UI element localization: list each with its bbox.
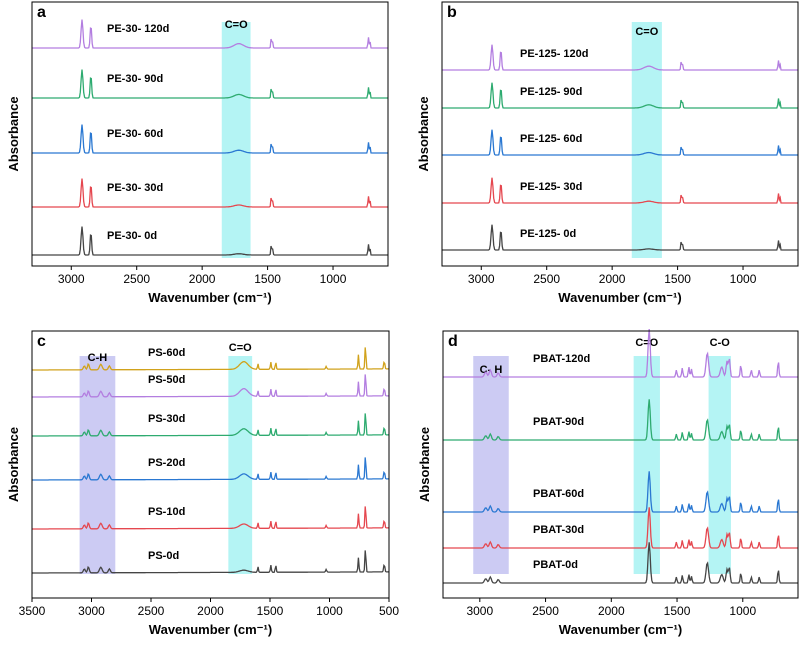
x-tick-label: 1000	[320, 272, 347, 286]
spectrum-b-4	[442, 44, 798, 71]
x-axis-label: Wavenumber (cm⁻¹)	[559, 622, 682, 637]
series-label: PE-125- 30d	[520, 181, 582, 193]
x-tick-label: 3000	[466, 604, 493, 618]
spectrum-d-3	[443, 399, 798, 441]
x-tick-label: 1000	[730, 272, 757, 286]
series-label: PE-30- 30d	[107, 182, 163, 194]
series-label: PBAT-30d	[533, 524, 584, 536]
panel-d: C- HC=O C-OPBAT-0dPBAT-30dPBAT-60dPBAT-90…	[417, 329, 799, 637]
x-tick-label: 3500	[19, 604, 46, 618]
spectrum-d-1	[443, 507, 798, 549]
spectrum-d-2	[443, 471, 798, 513]
band-label: C-H	[88, 352, 108, 364]
spectrum-c-1	[32, 506, 389, 530]
spectrum-a-4	[32, 19, 388, 49]
series-label: PBAT-90d	[533, 416, 584, 428]
series-label: PBAT-120d	[533, 353, 590, 365]
x-tick-label: 1000	[316, 604, 343, 618]
panel-letter: b	[447, 4, 457, 21]
x-tick-label: 2000	[197, 604, 224, 618]
spectrum-a-2	[32, 124, 388, 154]
y-axis-label: Absorbance	[6, 96, 21, 171]
panel-b: C=O PE-125- 0d PE-125- 30d PE-125- 60d PE-12…	[416, 1, 799, 305]
band-label: C=O	[635, 26, 658, 38]
x-tick-label: 2500	[138, 604, 165, 618]
series-label: PS-0d	[148, 550, 179, 562]
series-label: PS-50d	[148, 374, 185, 386]
series-label: PE-125- 120d	[520, 48, 588, 60]
spectrum-a-1	[32, 178, 388, 208]
spectrum-b-0	[442, 224, 798, 251]
x-tick-label: 2500	[123, 272, 150, 286]
series-label: PE-30- 0d	[107, 230, 157, 242]
series-label: PE-125- 90d	[520, 86, 582, 98]
panel-c: C-H C=O PS-0d PS-10d PS-20d PS-30d PS-50d PS-60…	[6, 330, 399, 637]
spectrum-b-2	[442, 129, 798, 156]
spectrum-b-3	[442, 82, 798, 109]
x-tick-label: 500	[379, 604, 399, 618]
band-0	[473, 356, 509, 574]
x-tick-label: 1500	[664, 604, 691, 618]
spectrum-c-5	[32, 347, 389, 371]
band-label: C=O	[635, 337, 658, 349]
spectrum-c-2	[32, 457, 389, 481]
spectrum-c-4	[32, 374, 389, 398]
series-label: PE-125- 0d	[520, 228, 576, 240]
spectrum-b-1	[442, 177, 798, 204]
band-label: C=O	[225, 19, 248, 31]
series-label: PE-30- 120d	[107, 23, 169, 35]
spectrum-d-4	[443, 329, 798, 378]
series-label: PS-20d	[148, 457, 185, 469]
series-label: PBAT-0d	[533, 559, 578, 571]
series-label: PS-30d	[148, 413, 185, 425]
x-axis-label: Wavenumber (cm⁻¹)	[149, 622, 272, 637]
band-label: C-O	[710, 337, 731, 349]
band-2	[708, 356, 731, 574]
panel-a: C=O PE-30- 0d PE-30- 30d PE-30- 60d PE-30- 9…	[6, 1, 389, 305]
band-0	[631, 22, 662, 258]
spectrum-d-0	[443, 542, 798, 584]
x-tick-label: 1500	[257, 604, 284, 618]
band-0	[221, 22, 251, 258]
panel-letter: a	[37, 4, 46, 21]
x-tick-label: 2500	[533, 272, 560, 286]
x-tick-label: 3000	[468, 272, 495, 286]
y-axis-label: Absorbance	[416, 96, 431, 171]
band-label: C=O	[229, 342, 252, 354]
x-axis-label: Wavenumber (cm⁻¹)	[148, 290, 271, 305]
x-tick-label: 2500	[532, 604, 559, 618]
x-tick-label: 2000	[599, 272, 626, 286]
plot-frame	[31, 1, 389, 267]
x-tick-label: 1000	[729, 604, 756, 618]
band-0	[79, 356, 116, 574]
spectrum-c-3	[32, 413, 389, 437]
series-label: PBAT-60d	[533, 488, 584, 500]
series-label: PS-60d	[148, 347, 185, 359]
x-tick-label: 1500	[254, 272, 281, 286]
series-label: PE-30- 90d	[107, 73, 163, 85]
y-axis-label: Absorbance	[417, 427, 432, 502]
x-tick-label: 2000	[189, 272, 216, 286]
plot-frame	[442, 330, 799, 599]
spectrum-c-0	[32, 550, 389, 574]
x-axis-label: Wavenumber (cm⁻¹)	[558, 290, 681, 305]
plot-frame	[441, 1, 799, 267]
x-tick-label: 3000	[78, 604, 105, 618]
band-1	[228, 356, 253, 574]
series-label: PS-10d	[148, 506, 185, 518]
spectrum-a-0	[32, 226, 388, 256]
x-tick-label: 1500	[664, 272, 691, 286]
panel-letter: d	[448, 333, 458, 350]
spectrum-a-3	[32, 69, 388, 99]
series-label: PE-30- 60d	[107, 128, 163, 140]
x-tick-label: 2000	[598, 604, 625, 618]
series-label: PE-125- 60d	[520, 133, 582, 145]
y-axis-label: Absorbance	[6, 427, 21, 502]
x-tick-label: 3000	[58, 272, 85, 286]
panel-letter: c	[37, 333, 46, 350]
